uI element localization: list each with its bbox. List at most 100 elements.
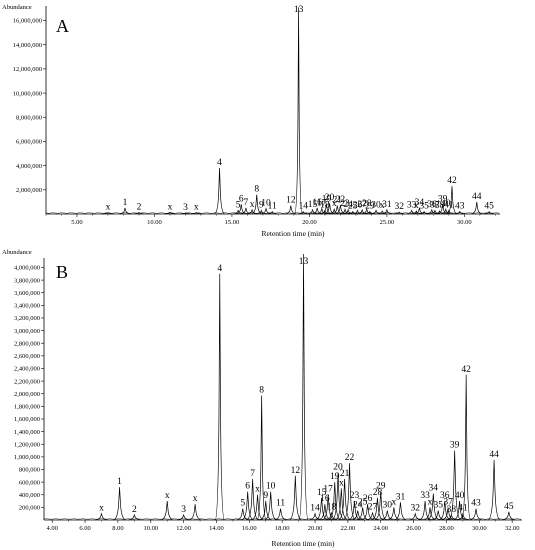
y-tick-label: 3,600,000: [14, 290, 40, 297]
x-tick-label: 24.00: [373, 525, 388, 532]
peak-28: [371, 497, 384, 521]
panel-b: 200,000 400,000 600,000 800,000 1,000,000 1,2…: [2, 249, 522, 548]
peak-37: [429, 209, 441, 215]
peak-44: [471, 201, 482, 215]
peak-42: [446, 186, 458, 215]
peak-label: 2: [132, 505, 137, 515]
peak-label: 33: [407, 200, 417, 210]
peak-11: [267, 210, 278, 215]
peak-label: 12: [291, 466, 301, 476]
peak-4: [214, 168, 225, 215]
peak-4: [214, 273, 225, 521]
y-tick-label: 1,800,000: [14, 404, 40, 411]
peak-label: 43: [455, 202, 465, 212]
peak-23: [348, 501, 361, 521]
peak-label: 34: [415, 198, 425, 208]
x-tick-label: 22.00: [341, 525, 356, 532]
peak-35: [418, 210, 430, 215]
peak-label: 19: [322, 194, 332, 204]
y-axis-label: Abundance: [2, 4, 32, 11]
peak-label: 32: [395, 202, 405, 212]
peak-label: 15: [308, 200, 318, 210]
peak-x: [411, 210, 422, 215]
peak-label: 34: [429, 483, 439, 493]
y-tick-label: 2,600,000: [14, 353, 40, 360]
x-tick-label: 18.00: [275, 525, 290, 532]
peak-9: [259, 501, 272, 521]
peak-label: 1: [117, 477, 122, 487]
x-tick-label: 6.00: [79, 525, 90, 532]
baseline-trace: [45, 212, 500, 214]
x-tick-label: 16.00: [242, 525, 257, 532]
peak-label: 23: [350, 491, 360, 501]
x-tick-label: 26.00: [406, 525, 421, 532]
peak-label: 5: [240, 499, 245, 509]
peak-label: 17: [317, 199, 327, 209]
peak-x: [161, 501, 174, 521]
peak-label: 37: [430, 200, 440, 210]
peak-label: 27: [368, 502, 378, 512]
peak-23: [339, 208, 351, 215]
peak-label: 7: [250, 469, 255, 479]
peak-19: [328, 482, 341, 521]
y-tick-label: 3,400,000: [14, 303, 40, 310]
peak-36: [426, 208, 438, 215]
baseline-trace: [43, 518, 522, 520]
x-tick-label: 14.00: [209, 525, 224, 532]
y-axis-label: Abundance: [2, 249, 32, 256]
peak-label: x: [392, 497, 397, 507]
peak-label: x: [193, 494, 198, 504]
peak-22: [343, 463, 356, 521]
peak-44: [487, 460, 501, 521]
peak-label: 33: [420, 491, 430, 501]
peak-label: 4: [217, 264, 222, 274]
peak-label: 27: [357, 200, 367, 210]
peak-label: 1: [123, 198, 128, 208]
peak-label: x: [194, 203, 199, 213]
peak-36: [438, 501, 451, 521]
peak-label: x: [106, 203, 111, 213]
peak-label: x: [380, 201, 385, 211]
peak-label: 14: [310, 504, 320, 514]
y-tick-label: 600,000: [19, 479, 40, 486]
x-axis-label: Retention time (min): [262, 229, 325, 238]
peak-25: [356, 507, 369, 521]
x-tick-label: 30.00: [457, 219, 472, 226]
peak-label: 18: [320, 200, 330, 210]
y-tick-label: 1,200,000: [14, 441, 40, 448]
peak-label: x: [165, 491, 170, 501]
peak-label: 41: [444, 200, 454, 210]
peak-label: 8: [259, 386, 264, 396]
peak-8: [256, 395, 267, 521]
peak-17: [321, 494, 335, 521]
peak-14: [308, 512, 322, 521]
peak-label: 32: [410, 504, 420, 514]
peak-label: 22: [336, 195, 346, 205]
x-tick-label: 28.00: [439, 525, 454, 532]
peak-label: 45: [504, 502, 514, 512]
peak-41: [443, 209, 455, 215]
peak-label: 12: [286, 196, 296, 206]
peak-43: [469, 508, 483, 521]
peak-label: 7: [244, 198, 249, 208]
x-axis-label: Retention time (min): [272, 539, 335, 548]
x-tick-label: 20.00: [302, 219, 317, 226]
peak-label: 13: [299, 257, 309, 267]
peak-label: 16: [320, 494, 330, 504]
peak-x: [251, 494, 264, 521]
peak-x: [377, 210, 388, 215]
peak-label: 30: [383, 501, 393, 511]
peak-label: 42: [447, 176, 457, 186]
peak-label: x: [168, 202, 173, 212]
peak-label: 19: [330, 472, 340, 482]
y-tick-label: 800,000: [19, 467, 40, 474]
peak-label: 40: [441, 199, 451, 209]
peak-label: 30: [371, 200, 381, 210]
peak-label: 3: [181, 505, 186, 515]
peak-label: 35: [419, 202, 429, 212]
y-tick-label: 2,800,000: [14, 340, 40, 347]
peak-label: 6: [239, 194, 244, 204]
y-tick-label: 2,000,000: [16, 187, 42, 194]
y-tick-label: 6,000,000: [16, 139, 42, 146]
y-tick-label: 2,400,000: [14, 366, 40, 373]
